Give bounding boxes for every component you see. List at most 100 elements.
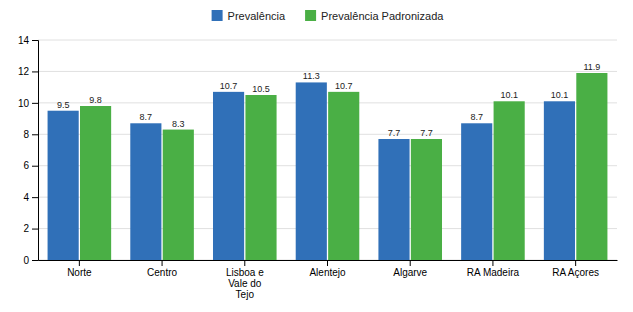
bar bbox=[328, 92, 359, 260]
x-tick-label-line: Algarve bbox=[393, 267, 427, 278]
data-label: 10.7 bbox=[335, 81, 353, 91]
grid-line bbox=[38, 134, 617, 135]
grid-line bbox=[38, 197, 617, 198]
bar bbox=[245, 95, 276, 260]
legend-item: Prevalência bbox=[212, 10, 286, 22]
x-tick-mark bbox=[410, 260, 411, 266]
bar bbox=[544, 101, 575, 260]
bars bbox=[48, 73, 608, 260]
y-tick-mark bbox=[32, 229, 38, 230]
x-tick: RA Açores bbox=[552, 260, 599, 278]
x-tick-mark bbox=[244, 260, 245, 266]
legend: Prevalência Prevalência Padronizada bbox=[212, 10, 445, 22]
grid-line bbox=[38, 165, 617, 166]
y-tick: 12 bbox=[18, 66, 38, 77]
grid-line bbox=[38, 71, 617, 72]
legend-label: Prevalência bbox=[228, 10, 286, 22]
y-tick-label: 6 bbox=[23, 160, 29, 171]
x-tick-label-line: Alentejo bbox=[309, 267, 346, 278]
plot: 0 2 4 6 8 10 12 14 Norte Centro Lisboa eVale doTej… bbox=[18, 35, 618, 300]
x-tick: Centro bbox=[147, 260, 177, 278]
x-tick: Norte bbox=[67, 260, 92, 278]
data-label: 8.7 bbox=[140, 112, 153, 122]
y-tick: 14 bbox=[18, 35, 38, 46]
y-tick-label: 10 bbox=[18, 98, 30, 109]
data-label: 8.7 bbox=[470, 112, 483, 122]
legend-label: Prevalência Padronizada bbox=[321, 10, 444, 22]
x-tick-label: RA Açores bbox=[552, 267, 599, 278]
data-label: 7.7 bbox=[388, 128, 401, 138]
data-label: 8.3 bbox=[172, 119, 185, 129]
x-tick-label-line: Vale do bbox=[228, 278, 262, 289]
x-tick-mark bbox=[492, 260, 493, 266]
y-tick-mark bbox=[32, 103, 38, 104]
y-tick: 4 bbox=[23, 192, 38, 203]
legend-swatch bbox=[305, 10, 316, 21]
bar bbox=[494, 101, 525, 260]
grid bbox=[38, 40, 617, 260]
bar-series bbox=[80, 73, 607, 260]
x-tick-label: Alentejo bbox=[309, 267, 346, 278]
x-tick-label: Lisboa eVale doTejo bbox=[226, 267, 264, 300]
data-label: 10.1 bbox=[551, 90, 569, 100]
y-tick-mark bbox=[32, 134, 38, 135]
x-tick-label-line: Norte bbox=[67, 267, 92, 278]
x-tick-label: Norte bbox=[67, 267, 92, 278]
x-tick-label-line: RA Açores bbox=[552, 267, 599, 278]
y-tick-label: 4 bbox=[23, 192, 29, 203]
bar bbox=[411, 139, 442, 260]
x-tick-label: Algarve bbox=[393, 267, 427, 278]
x-tick-label-line: RA Madeira bbox=[467, 267, 520, 278]
y-tick-label: 14 bbox=[18, 35, 30, 46]
x-tick-label-line: Centro bbox=[147, 267, 177, 278]
y-tick: 6 bbox=[23, 160, 38, 171]
bar bbox=[576, 73, 607, 260]
bar-series bbox=[48, 82, 575, 260]
legend-item: Prevalência Padronizada bbox=[305, 10, 444, 22]
y-tick: 10 bbox=[18, 98, 38, 109]
data-labels: 9.5 8.7 10.7 11.3 7.7 8.7 10.1 9.8 8.3 10.5 10.7 7.… bbox=[57, 62, 600, 138]
y-tick: 8 bbox=[23, 129, 38, 140]
bar bbox=[48, 111, 79, 260]
y-tick-label: 12 bbox=[18, 66, 30, 77]
y-axis-line bbox=[32, 41, 39, 261]
y-tick-mark bbox=[32, 40, 38, 41]
y-tick-mark bbox=[32, 166, 38, 167]
bar bbox=[80, 106, 111, 260]
y-tick-mark bbox=[32, 260, 38, 261]
y-tick: 2 bbox=[23, 223, 38, 234]
x-tick: Alentejo bbox=[309, 260, 346, 278]
bar bbox=[296, 82, 327, 260]
data-label: 9.8 bbox=[89, 95, 102, 105]
data-label: 10.5 bbox=[252, 84, 270, 94]
y-tick-label: 0 bbox=[23, 255, 29, 266]
grid-line bbox=[38, 228, 617, 229]
x-tick-mark bbox=[575, 260, 576, 266]
y-axis: 0 2 4 6 8 10 12 14 bbox=[18, 35, 39, 266]
x-tick: Algarve bbox=[393, 260, 427, 278]
y-tick: 0 bbox=[23, 255, 38, 266]
x-tick: Lisboa eVale doTejo bbox=[226, 260, 264, 300]
data-label: 10.7 bbox=[220, 81, 238, 91]
x-tick-mark bbox=[79, 260, 80, 266]
y-tick-label: 2 bbox=[23, 223, 29, 234]
x-tick-label-line: Lisboa e bbox=[226, 267, 264, 278]
bar bbox=[378, 139, 409, 260]
data-label: 7.7 bbox=[420, 128, 433, 138]
bar bbox=[213, 92, 244, 260]
data-label: 10.1 bbox=[500, 90, 518, 100]
grid-line bbox=[38, 102, 617, 103]
bar bbox=[461, 123, 492, 260]
chart: 0 2 4 6 8 10 12 14 Norte Centro Lisboa eVale doTej… bbox=[0, 0, 633, 312]
x-tick-mark bbox=[327, 260, 328, 266]
data-label: 9.5 bbox=[57, 100, 70, 110]
data-label: 11.3 bbox=[303, 71, 320, 81]
x-axis: Norte Centro Lisboa eVale doTejo Alentejo Al… bbox=[39, 260, 618, 300]
data-label: 11.9 bbox=[583, 62, 600, 72]
y-tick-mark bbox=[32, 197, 38, 198]
legend-swatch bbox=[212, 10, 223, 21]
y-tick-mark bbox=[32, 71, 38, 72]
x-tick-label-line: Tejo bbox=[236, 289, 255, 300]
x-tick-mark bbox=[162, 260, 163, 266]
x-tick-label: RA Madeira bbox=[467, 267, 520, 278]
